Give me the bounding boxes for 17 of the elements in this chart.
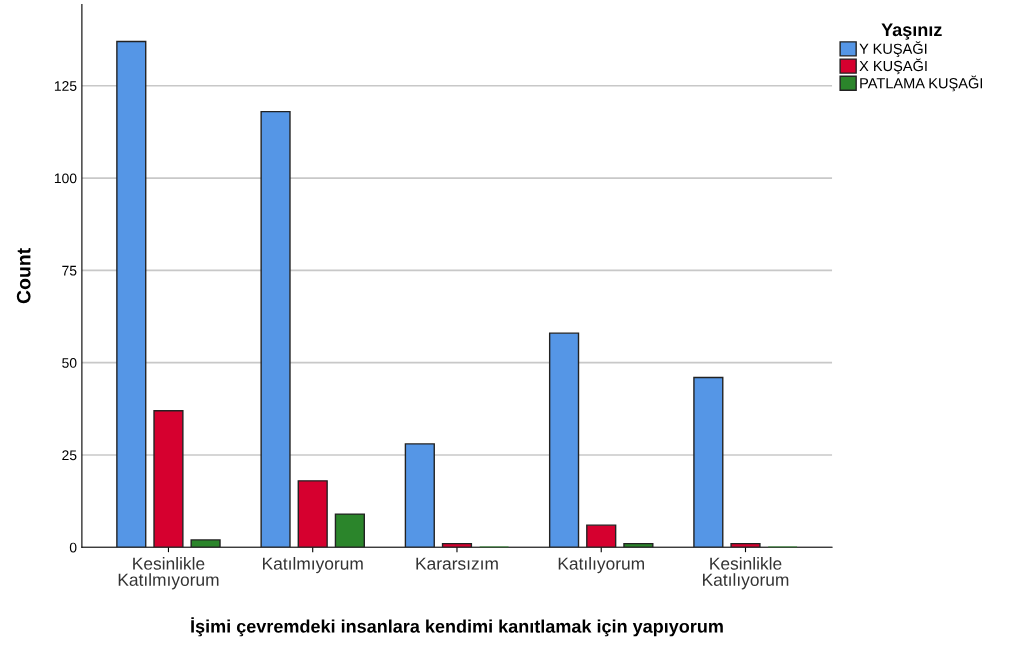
x-tick-label: Kesinlikle Katılıyorum xyxy=(703,557,789,590)
x-tick-label: Kesinlikle Katılmıyorum xyxy=(118,557,219,590)
x-tick-label: Katılmıyorum xyxy=(263,557,363,574)
y-tick-label: 50 xyxy=(62,358,77,368)
x-tick-label: Katılıyorum xyxy=(558,557,644,574)
y-tick-label: 25 xyxy=(62,450,77,461)
y-tick-label: 0 xyxy=(69,542,77,553)
y-axis-title: Count xyxy=(16,248,31,304)
x-axis-title: İşimi çevremdeki insanlara kendimi kanıtlamak için yapıyorum xyxy=(191,617,723,637)
x-tick-label: Kararsızım xyxy=(416,557,498,570)
legend-label: PATLAMA KUŞAĞI xyxy=(860,75,983,92)
y-tick-label: 75 xyxy=(62,265,77,276)
legend-title: Yaşınız xyxy=(881,23,942,40)
y-tick-label: 100 xyxy=(54,173,77,184)
y-tick-label: 125 xyxy=(54,81,77,91)
legend-label: Y KUŞAĞI xyxy=(859,41,927,57)
legend-label: X KUŞAĞI xyxy=(859,58,927,75)
